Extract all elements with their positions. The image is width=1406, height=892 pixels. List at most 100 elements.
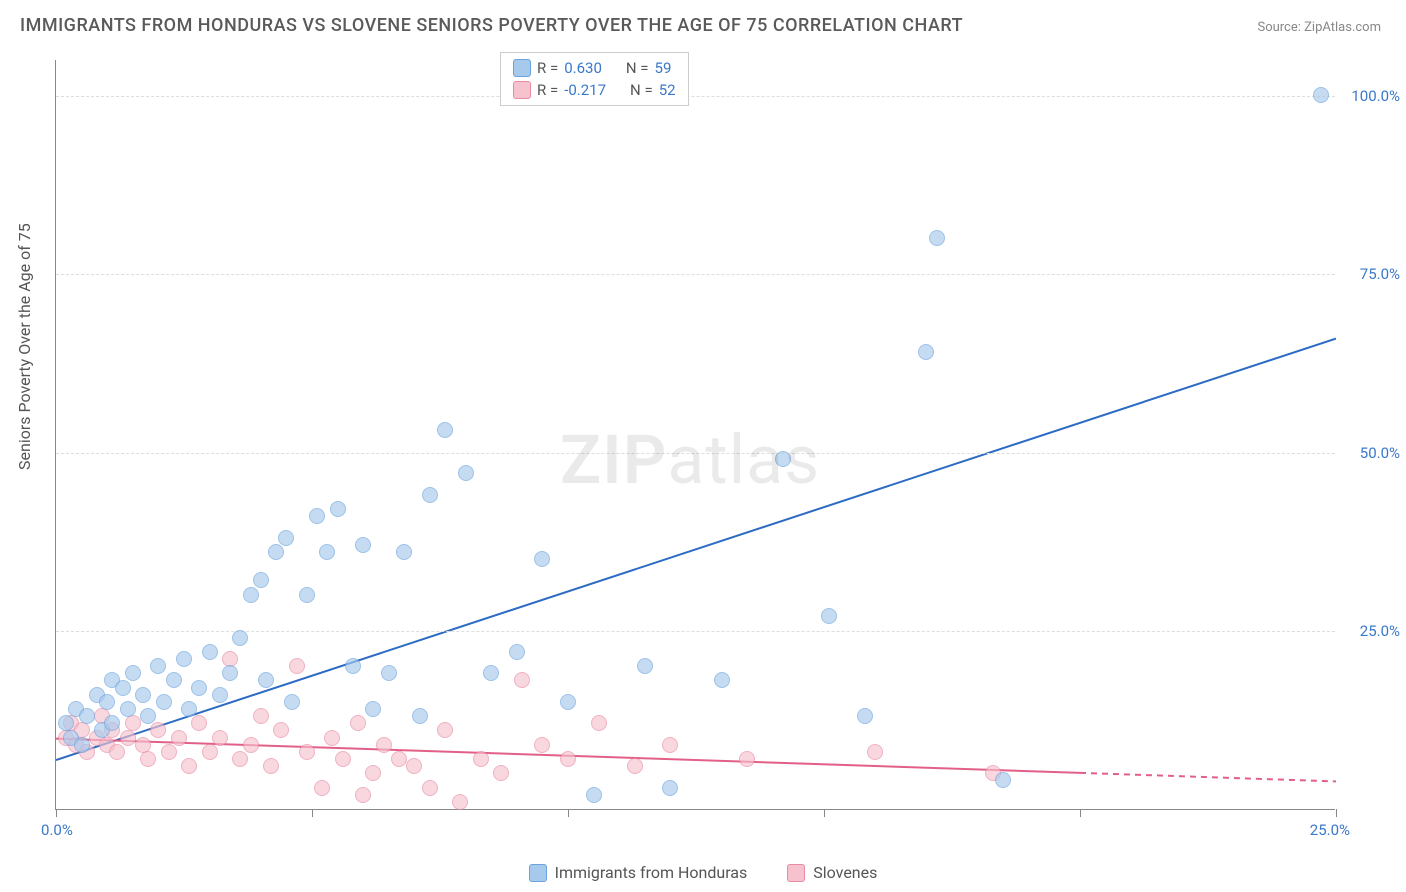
data-point [412, 708, 428, 724]
chart-title: IMMIGRANTS FROM HONDURAS VS SLOVENE SENI… [20, 15, 963, 36]
legend-row-series-1: R = 0.630 N = 59 [513, 57, 676, 79]
data-point [560, 694, 576, 710]
legend-swatch-pink [513, 81, 531, 99]
data-point [120, 730, 136, 746]
data-point [473, 751, 489, 767]
data-point [243, 737, 259, 753]
data-point [330, 501, 346, 517]
data-point [534, 737, 550, 753]
data-point [376, 737, 392, 753]
data-point [299, 744, 315, 760]
legend-r-value-2: -0.217 [564, 81, 606, 99]
x-tick [1080, 809, 1081, 817]
data-point [253, 708, 269, 724]
data-point [391, 751, 407, 767]
data-point [120, 701, 136, 717]
data-point [355, 537, 371, 553]
data-point [150, 658, 166, 674]
data-point [309, 508, 325, 524]
y-tick-label: 25.0% [1360, 622, 1400, 640]
source-link[interactable]: ZipAtlas.com [1304, 20, 1381, 35]
legend-r-value-1: 0.630 [564, 59, 602, 77]
gridline-h [56, 274, 1335, 275]
data-point [560, 751, 576, 767]
data-point [396, 544, 412, 560]
data-point [176, 651, 192, 667]
data-point [161, 744, 177, 760]
data-point [514, 672, 530, 688]
data-point [458, 465, 474, 481]
gridline-h [56, 631, 1335, 632]
data-point [324, 730, 340, 746]
data-point [140, 751, 156, 767]
data-point [263, 758, 279, 774]
legend-r-label: R = [537, 81, 558, 99]
legend-row-series-2: R = -0.217 N = 52 [513, 79, 676, 101]
data-point [243, 587, 259, 603]
data-point [156, 694, 172, 710]
data-point [289, 658, 305, 674]
y-tick-label: 100.0% [1351, 87, 1400, 105]
data-point [714, 672, 730, 688]
data-point [181, 701, 197, 717]
data-point [109, 744, 125, 760]
data-point [79, 708, 95, 724]
data-point [222, 665, 238, 681]
data-point [637, 658, 653, 674]
data-point [918, 344, 934, 360]
data-point [483, 665, 499, 681]
data-point [135, 687, 151, 703]
data-point [662, 780, 678, 796]
source-attribution: Source: ZipAtlas.com [1257, 20, 1381, 35]
data-point [586, 787, 602, 803]
legend-item-2: Slovenes [787, 863, 877, 882]
data-point [335, 751, 351, 767]
legend-n-label: N = [626, 59, 649, 77]
x-tick [824, 809, 825, 817]
data-point [99, 694, 115, 710]
data-point [181, 758, 197, 774]
trend-lines-svg [56, 60, 1336, 810]
data-point [268, 544, 284, 560]
data-point [437, 722, 453, 738]
data-point [232, 751, 248, 767]
data-point [857, 708, 873, 724]
y-axis-label: Seniors Poverty Over the Age of 75 [15, 223, 34, 470]
data-point [365, 701, 381, 717]
y-tick-label: 50.0% [1360, 444, 1400, 462]
gridline-h [56, 453, 1335, 454]
data-point [278, 530, 294, 546]
data-point [212, 730, 228, 746]
data-point [381, 665, 397, 681]
data-point [509, 644, 525, 660]
data-point [350, 715, 366, 731]
legend-swatch-pink [787, 864, 805, 882]
data-point [253, 572, 269, 588]
chart-container: Seniors Poverty Over the Age of 75 25.0%… [0, 50, 1406, 850]
data-point [104, 715, 120, 731]
data-point [202, 644, 218, 660]
data-point [422, 780, 438, 796]
data-point [493, 765, 509, 781]
x-tick-label: 0.0% [41, 821, 73, 839]
legend-n-value-2: 52 [659, 81, 676, 99]
y-tick-label: 75.0% [1360, 265, 1400, 283]
data-point [355, 787, 371, 803]
legend-n-value-1: 59 [655, 59, 672, 77]
x-tick-label: 25.0% [1310, 821, 1350, 839]
data-point [591, 715, 607, 731]
data-point [125, 715, 141, 731]
data-point [284, 694, 300, 710]
data-point [365, 765, 381, 781]
legend-label-2: Slovenes [813, 863, 877, 882]
series-legend: Immigrants from Honduras Slovenes [0, 863, 1406, 882]
x-tick [56, 809, 57, 817]
plot-area: 25.0%50.0%75.0%100.0%0.0%25.0% [55, 60, 1335, 810]
data-point [202, 744, 218, 760]
x-tick [568, 809, 569, 817]
data-point [452, 794, 468, 810]
x-tick [1336, 809, 1337, 817]
data-point [171, 730, 187, 746]
data-point [662, 737, 678, 753]
data-point [422, 487, 438, 503]
